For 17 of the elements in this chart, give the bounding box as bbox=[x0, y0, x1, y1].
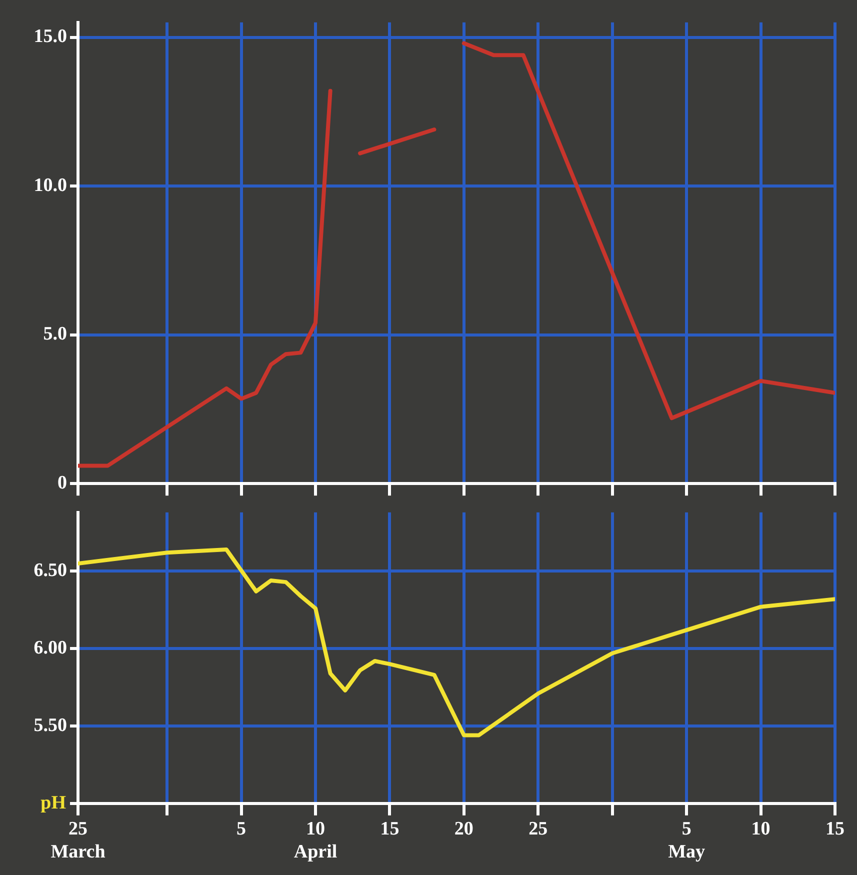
y-tick-label: 5.0 bbox=[43, 324, 67, 345]
y-tick-label: 6.00 bbox=[34, 638, 67, 659]
x-tick-label: 10 April bbox=[294, 818, 338, 863]
x-tick-label: 20 bbox=[454, 818, 474, 840]
y-axis-title: pH bbox=[40, 792, 66, 814]
x-tick-label: 5 May bbox=[668, 818, 706, 863]
y-tick-label: 5.50 bbox=[34, 714, 67, 736]
y-tick-label: 6.50 bbox=[34, 560, 67, 582]
y-tick-label: 0 bbox=[58, 472, 67, 494]
x-tick-label: 25 bbox=[528, 818, 548, 840]
x-tick-label: 15 bbox=[380, 818, 400, 840]
x-tick-label: 15 bbox=[826, 818, 844, 840]
y-tick-label: 10.0 bbox=[34, 174, 67, 196]
x-tick-label: 25 March bbox=[50, 818, 106, 863]
y-tick-label: 15.0 bbox=[34, 26, 67, 48]
x-tick-label: 10 bbox=[751, 818, 770, 840]
x-tick-label: 5 bbox=[236, 818, 246, 840]
